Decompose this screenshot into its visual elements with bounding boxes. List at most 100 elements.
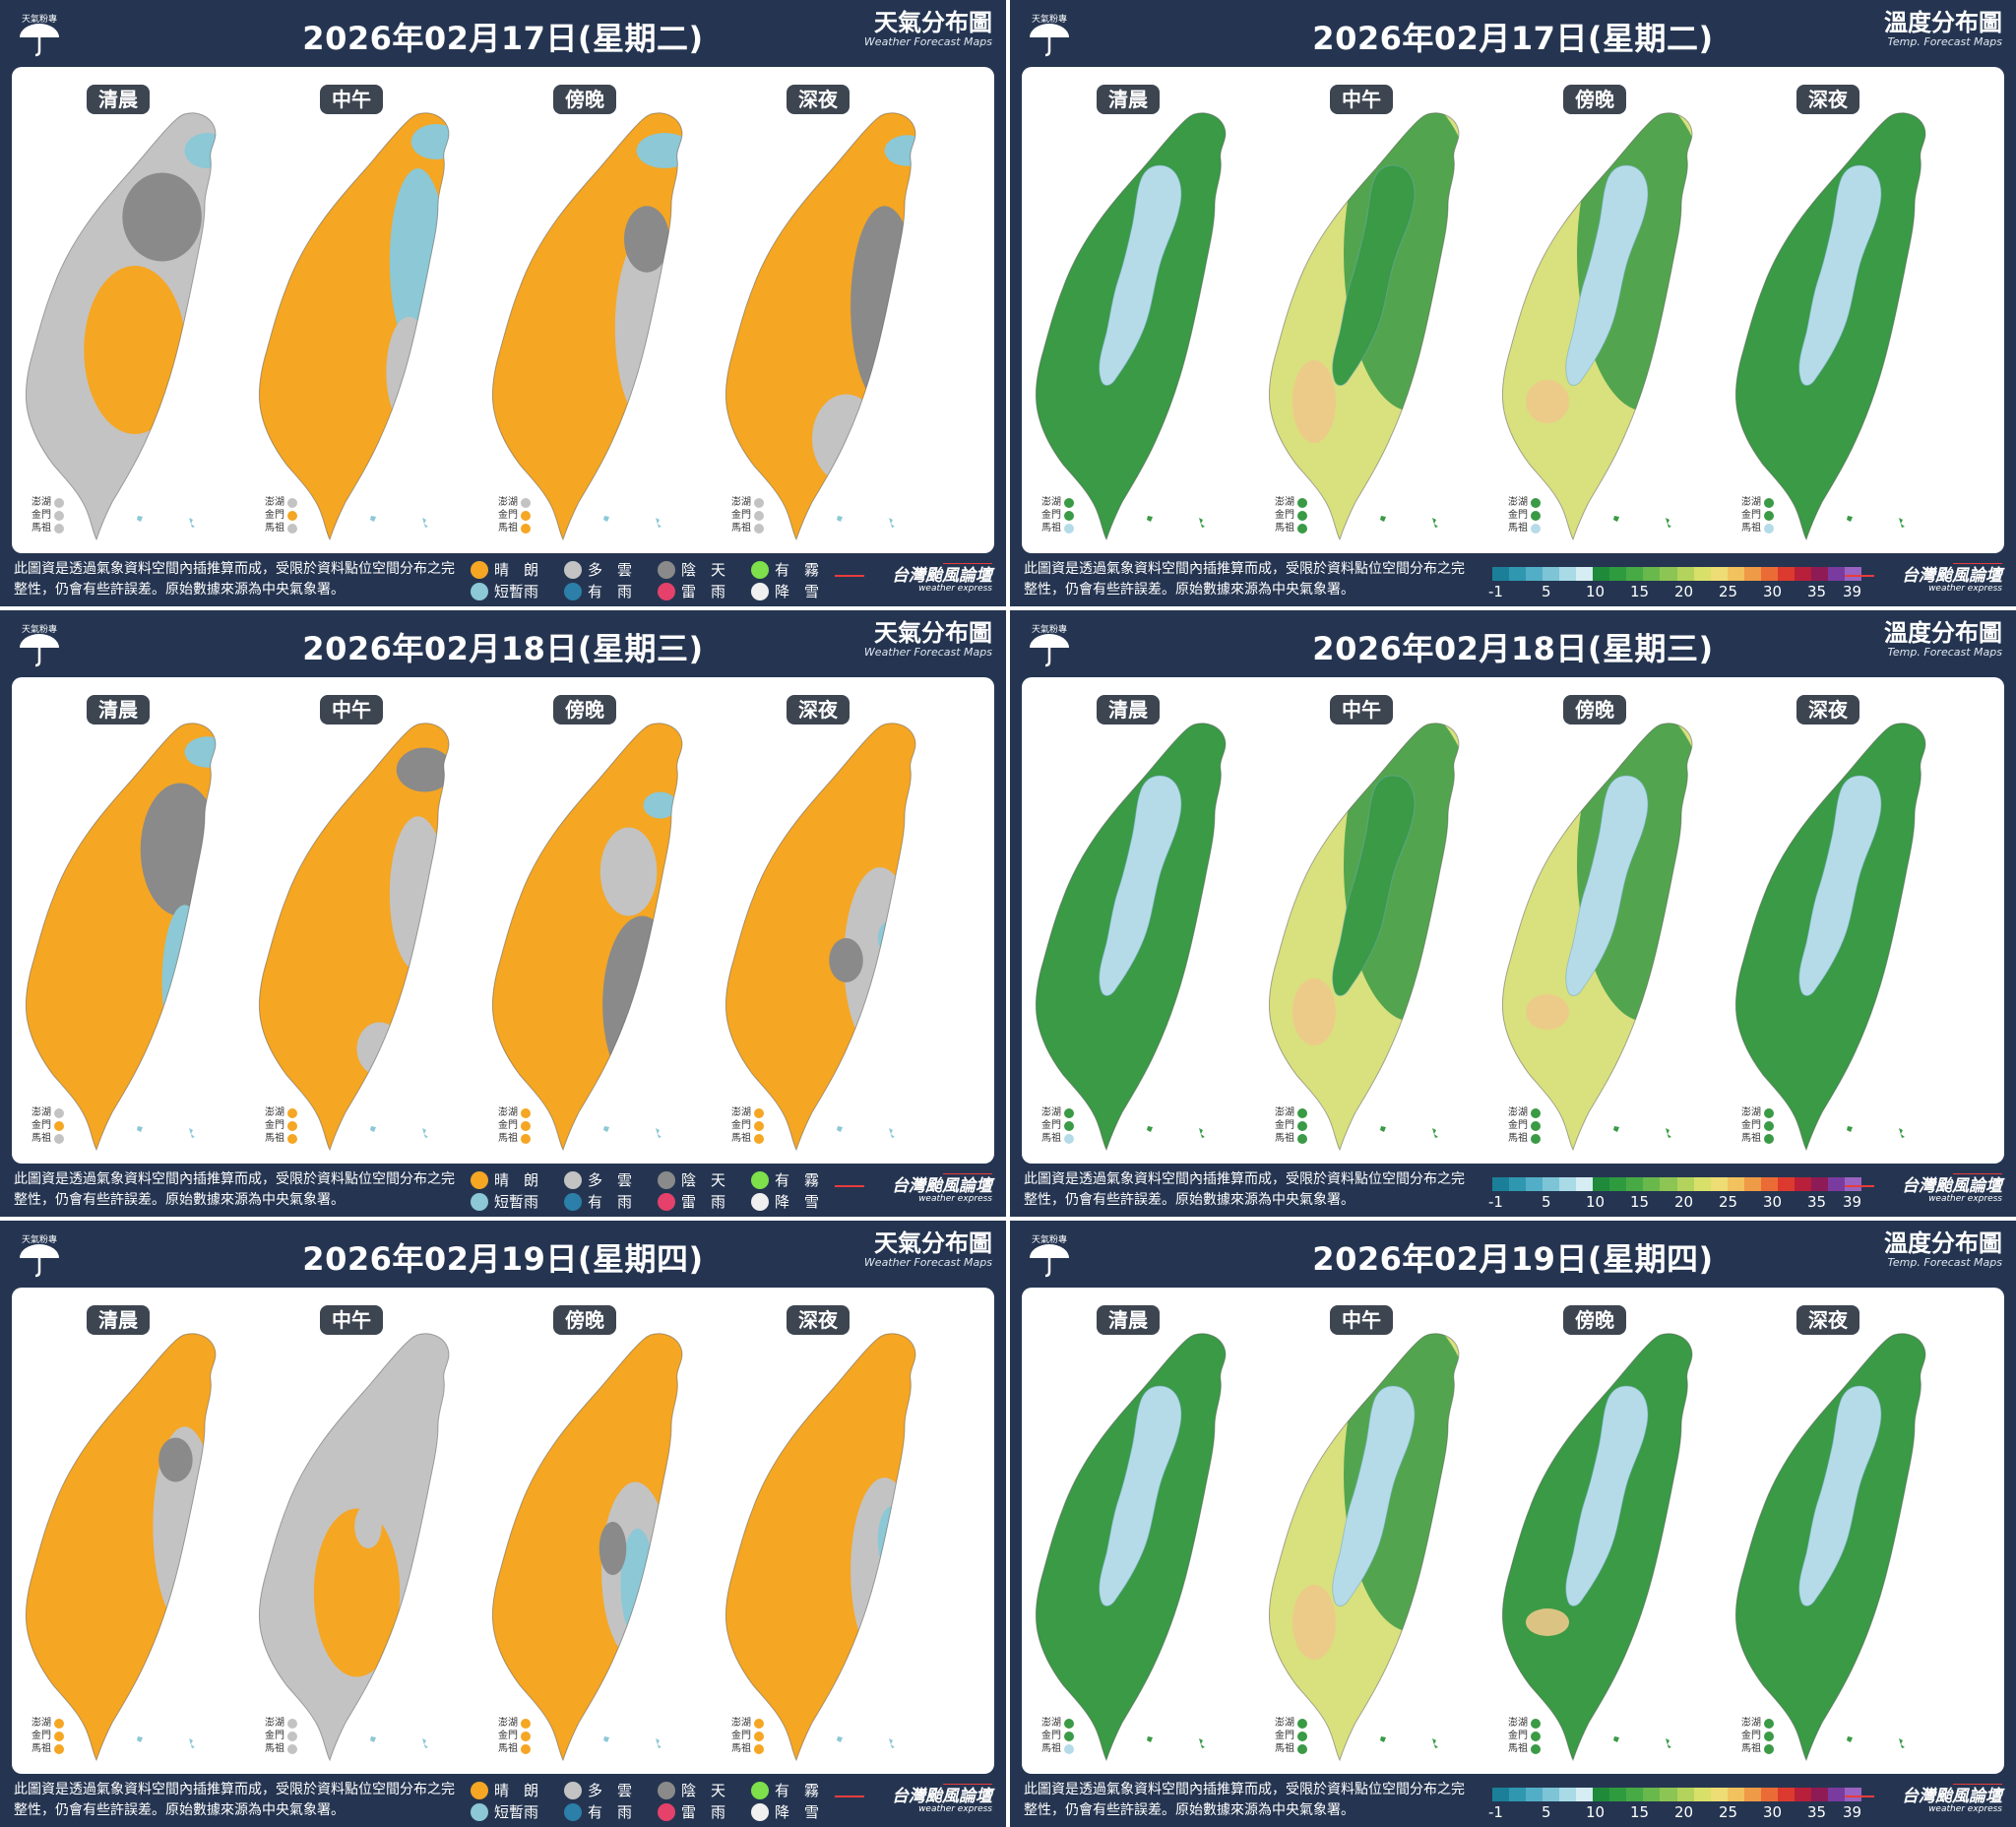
colorbar-swatch	[1777, 567, 1795, 581]
island-name: 馬祖	[1041, 1743, 1061, 1754]
colorbar-swatch	[1760, 1177, 1778, 1191]
island-row: 金門	[498, 1730, 531, 1742]
island-row: 澎湖	[1275, 1106, 1307, 1119]
island-dot	[754, 497, 764, 508]
island-list: 澎湖 金門 馬祖	[1741, 1106, 1774, 1145]
colorbar-tick: 5	[1542, 1803, 1551, 1821]
colorbar-tick: 25	[1719, 1803, 1738, 1821]
colorbar-swatch	[1543, 1177, 1560, 1191]
panel-title: 天氣分布圖 Weather Forecast Maps	[864, 620, 992, 659]
map-card: 清晨 澎湖 金門 馬祖 中午 澎湖 金門 馬祖 傍晚 澎湖 金門 馬祖 深夜 澎湖 金門 馬祖	[12, 1288, 994, 1774]
brand-tagline: weather express	[918, 1194, 992, 1204]
island-dot	[287, 1133, 297, 1144]
island-row: 澎湖	[1508, 496, 1541, 509]
island-name: 馬祖	[32, 1743, 51, 1754]
island-row: 金門	[1041, 1119, 1074, 1132]
panel-date: 2026年02月17日(星期二)	[1312, 20, 1714, 57]
island-dot	[1764, 1731, 1774, 1741]
panel-title: 溫度分布圖 Temp. Forecast Maps	[1884, 1230, 2002, 1269]
island-name: 金門	[1508, 510, 1528, 521]
island-dot	[54, 1718, 64, 1729]
period-label: 中午	[1330, 1305, 1393, 1335]
colorbar-swatch	[1576, 567, 1594, 581]
taiwan-map	[22, 106, 248, 549]
island-row: 澎湖	[1741, 1106, 1774, 1119]
colorbar-tick: 25	[1719, 1193, 1738, 1211]
colorbar-swatch	[1593, 567, 1610, 581]
island-dot	[521, 497, 531, 508]
colorbar-tick: 39	[1843, 1193, 1862, 1211]
brand-line	[943, 563, 992, 564]
island-dot	[1531, 1107, 1541, 1118]
period-label: 傍晚	[553, 85, 616, 114]
footer-note: 此圖資是透過氣象資料空間內插推算而成，受限於資料點位空間分布之完整性，仍會有些許…	[1024, 1782, 1465, 1818]
thunderstorm-icon	[658, 1192, 675, 1211]
weather-legend: 晴 朗 多 雲 陰 天 有 霧短暫雨 有 雨 雷 雨 降 雪	[471, 559, 835, 602]
svg-text:天氣粉專: 天氣粉專	[22, 13, 57, 25]
island-list: 澎湖 金門 馬祖	[731, 496, 764, 535]
island-row: 澎湖	[1508, 1717, 1541, 1730]
island-dot	[1064, 1133, 1074, 1144]
legend-item-thunderstorm: 雷 雨	[658, 1191, 725, 1212]
island-dot	[287, 1107, 297, 1118]
island-row: 澎湖	[731, 1717, 764, 1730]
legend-label: 雷 雨	[681, 583, 726, 600]
island-name: 金門	[1741, 510, 1761, 521]
colorbar-swatch	[1693, 1788, 1711, 1801]
legend-label: 降 雪	[775, 1803, 820, 1821]
colorbar-swatch	[1710, 567, 1728, 581]
colorbar-swatch	[1509, 1788, 1527, 1801]
island-dot	[521, 1731, 531, 1741]
colorbar-strip	[1492, 567, 1862, 581]
colorbar-swatch	[1844, 567, 1862, 581]
island-dot	[521, 523, 531, 534]
island-row: 澎湖	[265, 1717, 297, 1730]
legend-item-cloudy: 多 雲	[564, 1780, 632, 1800]
brand-line	[1845, 1796, 1874, 1797]
taiwan-map	[255, 1327, 481, 1770]
island-dot	[1297, 497, 1307, 508]
island-dot	[521, 510, 531, 521]
colorbar-swatch	[1844, 1788, 1862, 1801]
panel-title-en: Weather Forecast Maps	[863, 1256, 992, 1269]
period-label: 深夜	[787, 1305, 850, 1335]
island-row: 澎湖	[1508, 1106, 1541, 1119]
island-dot	[54, 497, 64, 508]
island-dot	[1297, 1718, 1307, 1729]
island-row: 澎湖	[731, 1106, 764, 1119]
colorbar-tick: 10	[1586, 583, 1606, 600]
colorbar-swatch	[1693, 1177, 1711, 1191]
colorbar-strip	[1492, 1177, 1862, 1191]
footer-note: 此圖資是透過氣象資料空間內插推算而成，受限於資料點位空間分布之完整性，仍會有些許…	[14, 1171, 455, 1208]
brand-name: 台灣颱風論壇	[1902, 1176, 2002, 1196]
island-list: 澎湖 金門 馬祖	[32, 1106, 64, 1145]
colorbar-tick: 20	[1674, 583, 1694, 600]
colorbar-swatch	[1509, 1177, 1527, 1191]
island-name: 金門	[731, 510, 751, 521]
logo-icon: 天氣粉專	[1024, 1230, 1075, 1280]
island-name: 馬祖	[1508, 1133, 1528, 1144]
island-dot	[1764, 1743, 1774, 1754]
brand-tagline: weather express	[1928, 1194, 2002, 1204]
island-row: 馬祖	[1741, 522, 1774, 535]
island-list: 澎湖 金門 馬祖	[1041, 1717, 1074, 1755]
panel-title-zh: 天氣分布圖	[874, 9, 992, 36]
island-name: 金門	[1741, 1731, 1761, 1741]
colorbar-swatch	[1492, 567, 1510, 581]
showers-icon	[471, 582, 488, 600]
island-row: 金門	[731, 509, 764, 522]
island-name: 金門	[1041, 1731, 1061, 1741]
period-label: 清晨	[1097, 695, 1160, 724]
island-row: 金門	[1275, 509, 1307, 522]
taiwan-map	[488, 717, 715, 1160]
legend-label: 降 雪	[775, 1193, 820, 1211]
taiwan-map	[1265, 717, 1491, 1160]
brand-name: 台灣颱風論壇	[892, 1176, 992, 1196]
island-name: 澎湖	[1741, 1107, 1761, 1118]
colorbar-swatch	[1559, 1788, 1577, 1801]
legend-item-thunderstorm: 雷 雨	[658, 581, 725, 601]
island-row: 馬祖	[498, 522, 531, 535]
island-name: 金門	[1741, 1120, 1761, 1131]
colorbar-swatch	[1810, 1788, 1828, 1801]
panel-title: 天氣分布圖 Weather Forecast Maps	[864, 1230, 992, 1269]
